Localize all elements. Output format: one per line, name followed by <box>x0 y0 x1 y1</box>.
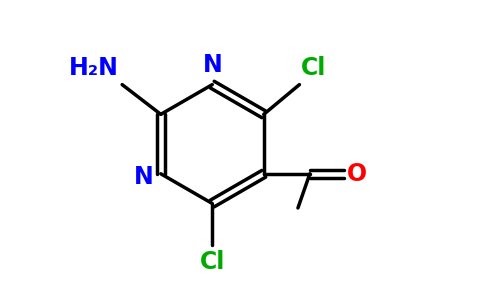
Text: N: N <box>134 165 153 189</box>
Text: N: N <box>202 53 222 77</box>
Text: Cl: Cl <box>199 250 225 274</box>
Text: Cl: Cl <box>301 56 326 80</box>
Text: H₂N: H₂N <box>69 56 119 80</box>
Text: O: O <box>347 162 366 186</box>
